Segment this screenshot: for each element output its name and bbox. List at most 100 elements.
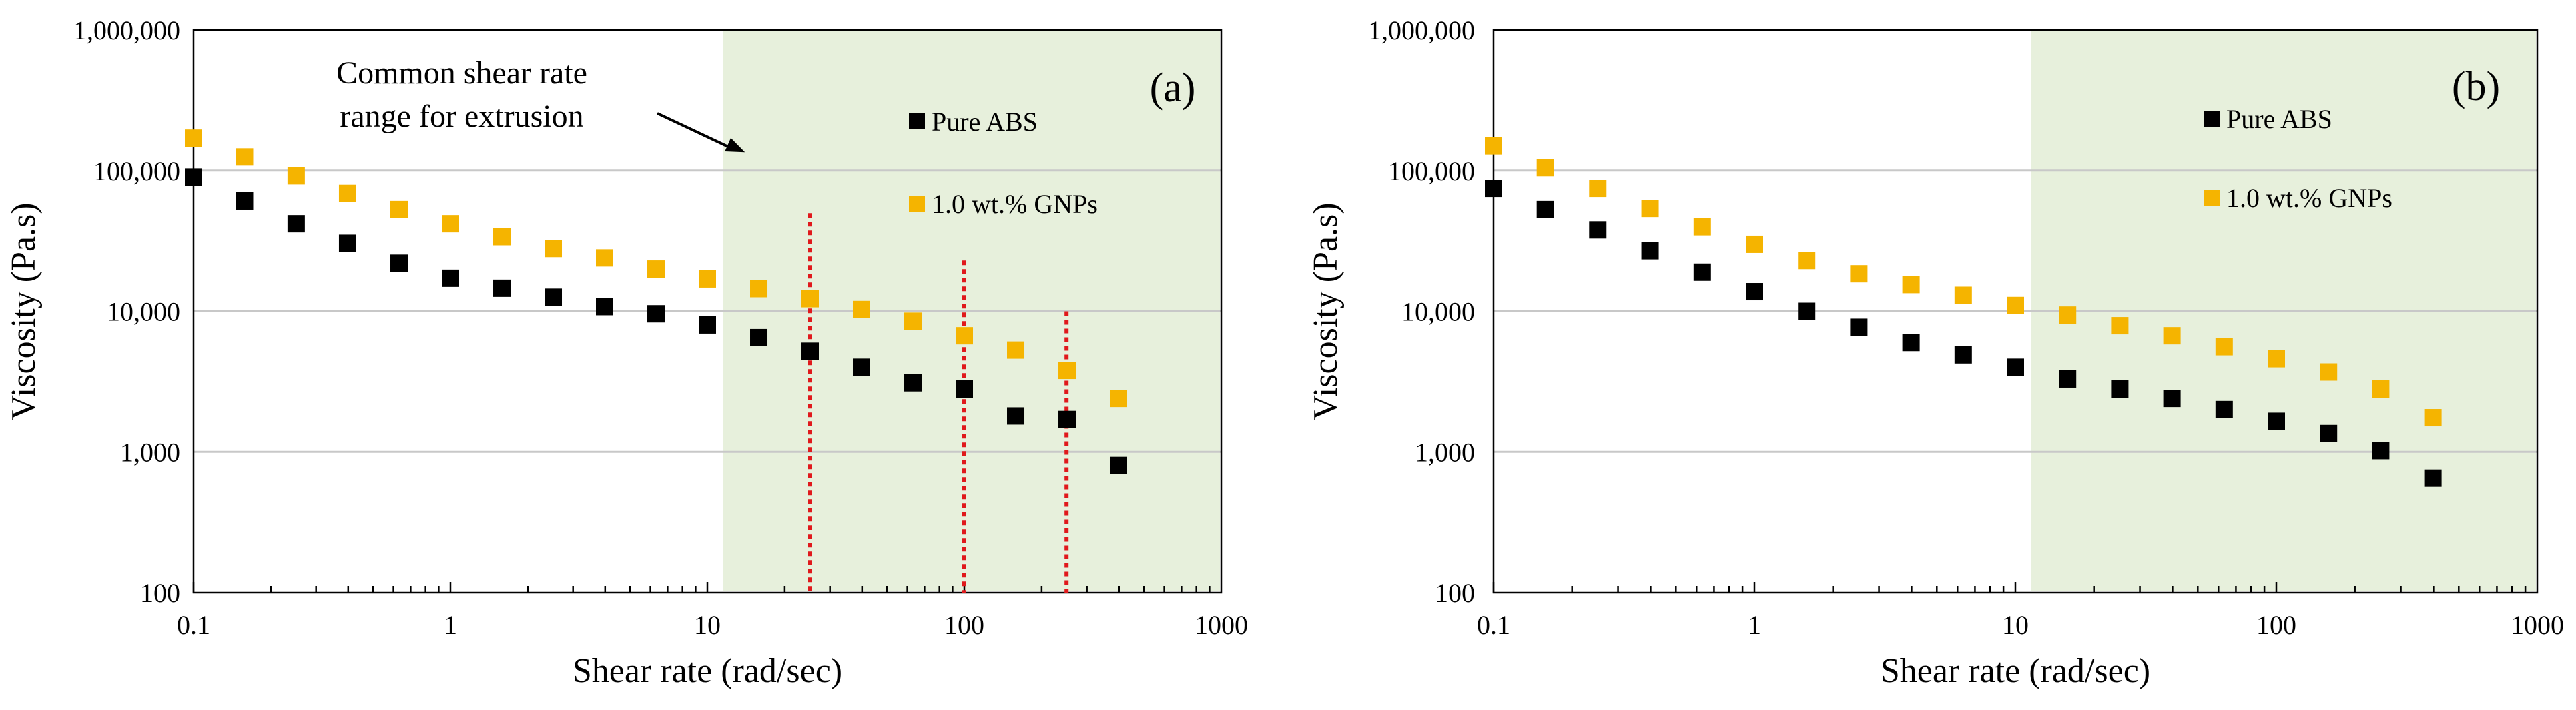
data-point bbox=[2007, 358, 2024, 376]
series-gnps bbox=[185, 129, 1127, 408]
y-tick-label: 100 bbox=[140, 578, 180, 608]
data-point bbox=[1902, 276, 1920, 294]
data-point bbox=[647, 260, 665, 278]
data-point bbox=[2320, 424, 2338, 442]
panel-label: (b) bbox=[2452, 64, 2500, 109]
data-point bbox=[699, 316, 716, 334]
data-point bbox=[2320, 363, 2338, 381]
data-point bbox=[1693, 263, 1711, 281]
data-point bbox=[2215, 338, 2233, 356]
y-tick-label: 1,000,000 bbox=[1368, 15, 1475, 45]
annotation-arrow-head bbox=[725, 137, 745, 153]
data-point bbox=[1007, 407, 1025, 425]
legend: Pure ABS 1.0 wt.% GNPs bbox=[2204, 104, 2392, 213]
data-point bbox=[1798, 252, 1816, 270]
y-tick-label: 100 bbox=[1435, 578, 1475, 608]
data-point bbox=[801, 342, 820, 360]
data-point bbox=[1485, 137, 1502, 155]
extrusion-annotation: Common shear rate range for extrusion bbox=[336, 55, 745, 153]
data-point bbox=[2215, 400, 2233, 418]
legend-label: Pure ABS bbox=[2226, 104, 2332, 134]
y-tick-label: 100,000 bbox=[93, 156, 180, 186]
data-point bbox=[338, 184, 356, 202]
data-point bbox=[750, 280, 768, 298]
y-tick-label: 100,000 bbox=[1388, 156, 1475, 186]
data-point bbox=[595, 298, 613, 316]
legend-label: Pure ABS bbox=[932, 107, 1038, 137]
data-point bbox=[2111, 380, 2129, 398]
data-point bbox=[338, 234, 356, 252]
data-point bbox=[852, 300, 870, 318]
annotation-arrow-line bbox=[657, 112, 734, 151]
data-point bbox=[2111, 317, 2129, 335]
data-point bbox=[1954, 286, 1972, 304]
data-point bbox=[2163, 327, 2181, 345]
data-point bbox=[1850, 318, 1868, 336]
data-point bbox=[2268, 412, 2285, 430]
data-point bbox=[904, 312, 922, 330]
data-point bbox=[2007, 296, 2024, 314]
x-tick-label: 1 bbox=[1748, 610, 1761, 640]
data-point bbox=[1693, 218, 1711, 236]
y-axis-title: Viscosity (Pa.s) bbox=[5, 202, 43, 420]
y-tick-label: 10,000 bbox=[1401, 297, 1475, 327]
data-point bbox=[1850, 265, 1868, 283]
y-axis-title: Viscosity (Pa.s) bbox=[1307, 202, 1345, 420]
data-point bbox=[1109, 390, 1127, 408]
chart-panel-a: 0.1 1 10 100 1000 100 1,000 10,000 100,000 1,000,… bbox=[5, 15, 1248, 690]
data-point bbox=[1589, 180, 1607, 198]
data-point bbox=[1058, 410, 1076, 428]
data-point bbox=[545, 288, 563, 306]
data-point bbox=[1746, 235, 1763, 253]
data-point bbox=[904, 374, 922, 392]
y-tick-label: 1,000 bbox=[1415, 437, 1475, 467]
annotation-line-2: range for extrusion bbox=[340, 99, 583, 134]
data-point bbox=[956, 327, 973, 345]
data-point bbox=[1007, 341, 1025, 359]
data-point bbox=[647, 305, 665, 323]
data-point bbox=[493, 279, 511, 297]
x-axis-title: Shear rate (rad/sec) bbox=[573, 652, 842, 690]
data-point bbox=[1954, 346, 1972, 364]
data-point bbox=[2163, 390, 2181, 408]
data-point bbox=[493, 228, 511, 246]
series-pure-abs bbox=[1485, 180, 2442, 487]
chart-panel-b: 0.1 1 10 100 1000 100 1,000 10,000 100,000 1,000,… bbox=[1307, 15, 2564, 690]
data-point bbox=[185, 129, 202, 147]
legend: Pure ABS 1.0 wt.% GNPs bbox=[909, 107, 1098, 219]
data-point bbox=[750, 328, 768, 346]
y-tick-label: 1,000 bbox=[120, 437, 180, 467]
data-point bbox=[852, 358, 870, 376]
data-point bbox=[1798, 302, 1816, 320]
series-gnps bbox=[1485, 137, 2442, 427]
data-point bbox=[595, 249, 613, 267]
data-point bbox=[287, 215, 305, 233]
legend-label: 1.0 wt.% GNPs bbox=[932, 189, 1098, 219]
data-point bbox=[442, 269, 459, 287]
data-point bbox=[956, 380, 973, 398]
x-axis-title: Shear rate (rad/sec) bbox=[1881, 652, 2150, 690]
data-point bbox=[1485, 180, 1502, 198]
data-point bbox=[1589, 221, 1607, 239]
data-point bbox=[1536, 200, 1554, 218]
data-point bbox=[2268, 350, 2285, 368]
y-tick-label: 10,000 bbox=[107, 297, 180, 327]
data-point bbox=[1109, 456, 1127, 474]
data-point bbox=[287, 167, 305, 185]
data-point bbox=[699, 270, 716, 288]
data-point bbox=[2372, 380, 2390, 398]
x-tick-label: 0.1 bbox=[177, 610, 210, 640]
y-tick-label: 1,000,000 bbox=[73, 15, 180, 45]
x-tick-label: 10 bbox=[694, 610, 721, 640]
legend-marker bbox=[909, 196, 925, 212]
data-point bbox=[1902, 334, 1920, 352]
legend-marker bbox=[2204, 190, 2220, 206]
data-point bbox=[1536, 159, 1554, 177]
series-pure-abs bbox=[185, 168, 1127, 474]
data-point bbox=[801, 290, 820, 308]
data-point bbox=[1746, 283, 1763, 301]
data-point bbox=[390, 200, 408, 218]
data-point bbox=[2372, 442, 2390, 460]
data-point bbox=[2424, 469, 2442, 487]
